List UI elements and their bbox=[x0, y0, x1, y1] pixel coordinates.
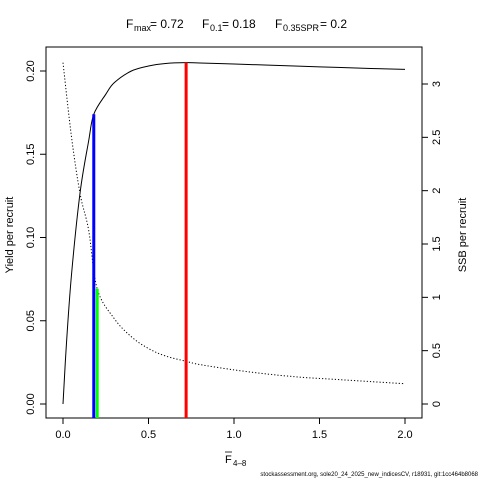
series-layer bbox=[62, 62, 406, 405]
y-right-tick-label: 3 bbox=[431, 81, 443, 87]
x-axis: 0.0 0.5 1.0 1.5 2.0 bbox=[55, 417, 413, 441]
y-left-tick-label: 0.05 bbox=[25, 310, 37, 331]
ssb-per-recruit-line bbox=[62, 62, 406, 385]
y-left-axis: 0.00 0.05 0.10 0.15 0.20 bbox=[25, 60, 46, 415]
title-f01-symbol: F bbox=[202, 17, 209, 31]
footer-text: stockassessment.org, sole20_24_2025_new_… bbox=[260, 472, 478, 478]
y-left-tick-label: 0.00 bbox=[25, 393, 37, 414]
plot-frame bbox=[45, 46, 423, 419]
title-fmax-sub: max bbox=[134, 23, 152, 33]
y-right-tick-label: 1 bbox=[431, 294, 443, 300]
y-left-tick-label: 0.20 bbox=[25, 60, 37, 81]
x-axis-title-symbol: F bbox=[225, 454, 232, 466]
y-right-axis: 0 0.5 1 1.5 2 2.5 3 bbox=[422, 81, 443, 407]
x-tick-label: 1.5 bbox=[312, 429, 327, 441]
y-left-tick-label: 0.10 bbox=[25, 227, 37, 248]
title-fspr-sub: 0.35SPR bbox=[283, 23, 320, 33]
title-f01-sub: 0.1 bbox=[210, 23, 223, 33]
y-left-axis-title: Yield per recruit bbox=[4, 197, 16, 274]
x-tick-label: 2.0 bbox=[397, 429, 412, 441]
y-right-tick-label: 0 bbox=[431, 401, 443, 407]
x-axis-title: F 4–8 bbox=[225, 451, 247, 468]
y-right-tick-label: 2 bbox=[431, 188, 443, 194]
title-fspr-symbol: F bbox=[275, 17, 282, 31]
title-f01-value: = 0.18 bbox=[222, 17, 256, 31]
title-fmax-symbol: F bbox=[126, 17, 133, 31]
x-tick-label: 0.0 bbox=[55, 429, 70, 441]
reference-lines bbox=[92, 62, 188, 418]
y-right-tick-label: 1.5 bbox=[431, 236, 443, 251]
y-right-tick-label: 0.5 bbox=[431, 343, 443, 358]
y-right-axis-title: SSB per recruit bbox=[457, 198, 469, 273]
chart-title: F max = 0.72 F 0.1 = 0.18 F 0.35SPR = 0.… bbox=[126, 17, 347, 33]
title-fspr-value: = 0.2 bbox=[320, 17, 347, 31]
y-right-tick-label: 2.5 bbox=[431, 130, 443, 145]
y-left-tick-label: 0.15 bbox=[25, 144, 37, 165]
yield-per-recruit-line bbox=[62, 62, 406, 405]
title-fmax-value: = 0.72 bbox=[150, 17, 184, 31]
x-axis-title-sub: 4–8 bbox=[233, 459, 247, 468]
x-tick-label: 0.5 bbox=[141, 429, 156, 441]
x-tick-label: 1.0 bbox=[226, 429, 241, 441]
